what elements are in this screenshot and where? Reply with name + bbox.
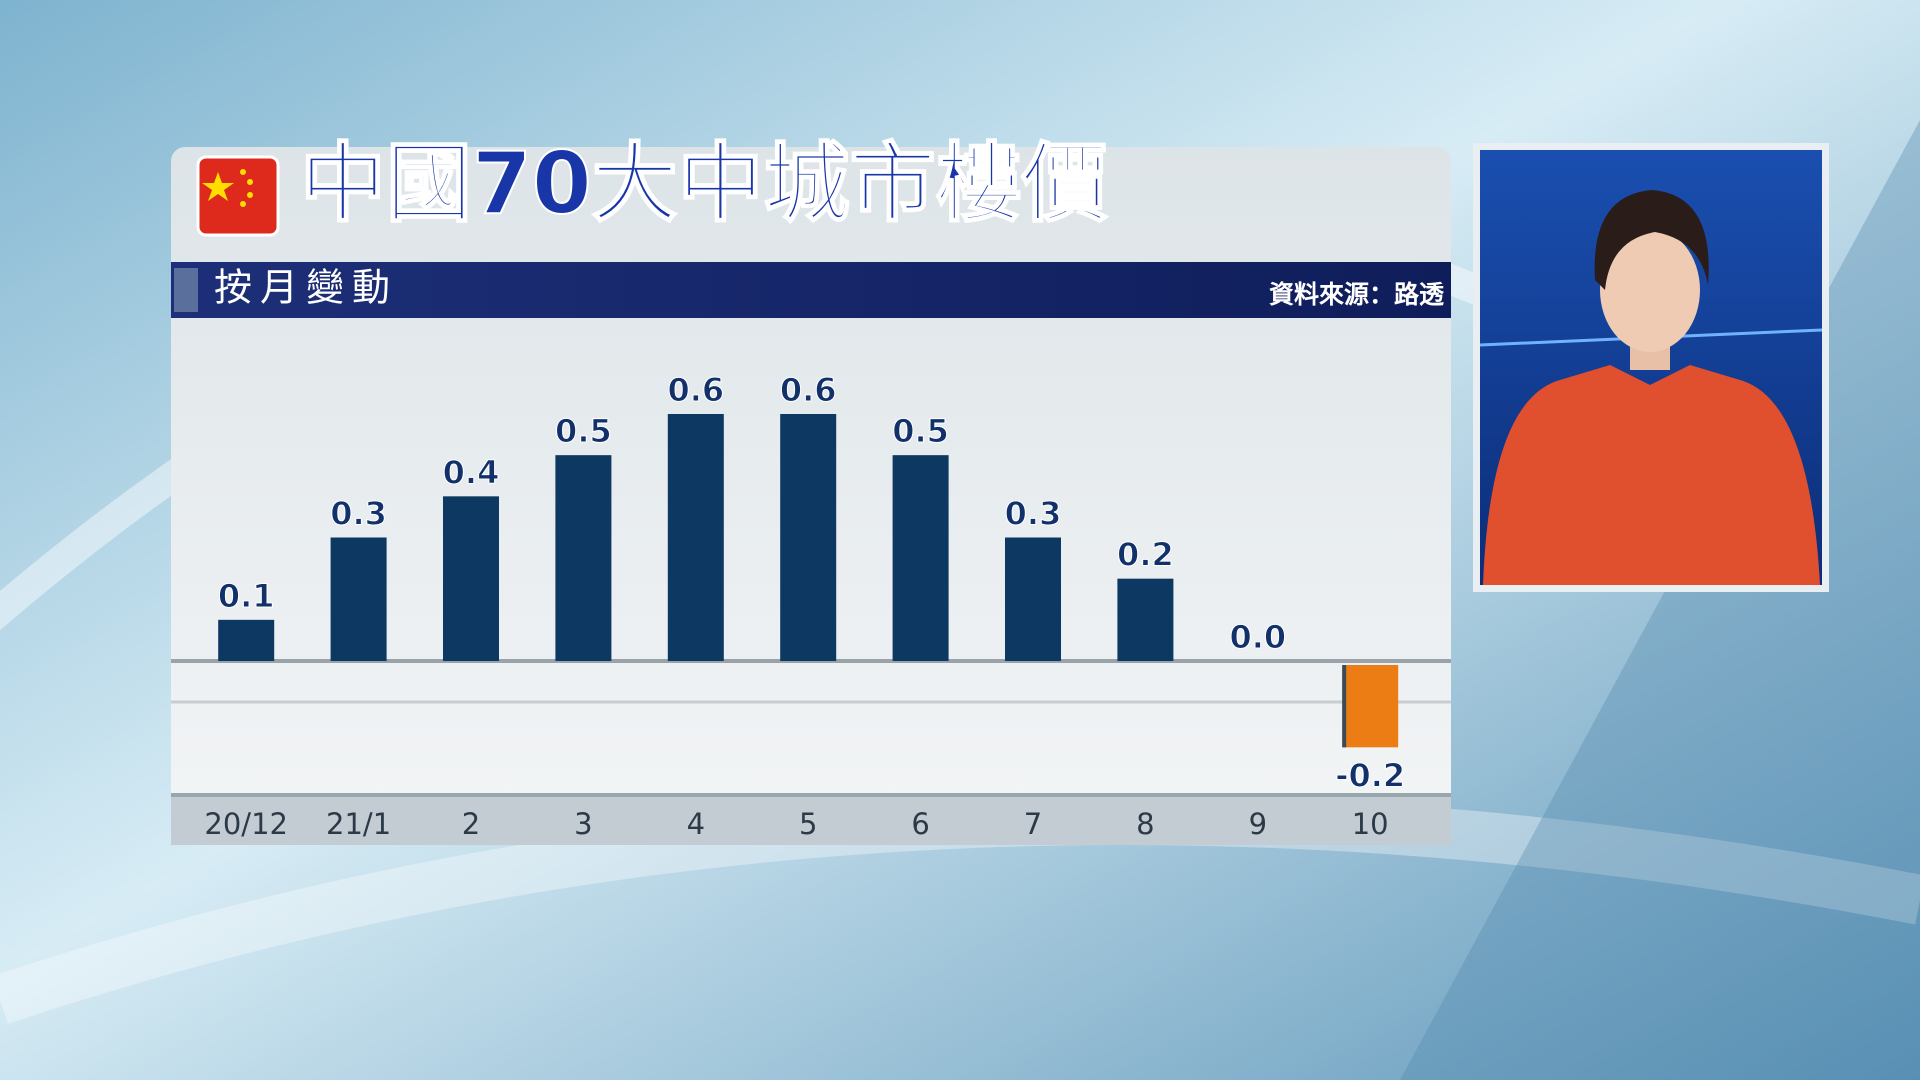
bar bbox=[218, 619, 275, 661]
anchor-body bbox=[1483, 365, 1820, 585]
x-tick-label: 9 bbox=[1249, 807, 1267, 841]
x-tick-label: 4 bbox=[687, 807, 705, 841]
x-tick-label: 3 bbox=[574, 807, 592, 841]
value-label: 0.2 bbox=[1117, 536, 1174, 574]
bar bbox=[443, 496, 499, 661]
value-label: 0.5 bbox=[555, 412, 612, 450]
chart-title: 中國70大中城市樓價 bbox=[300, 134, 1108, 234]
flag-star bbox=[247, 179, 253, 185]
bar bbox=[1117, 578, 1174, 661]
anchor-face bbox=[1600, 228, 1700, 352]
value-label: -0.2 bbox=[1335, 756, 1405, 794]
bar-edge bbox=[1342, 665, 1347, 748]
bar bbox=[330, 537, 387, 661]
value-label: 0.6 bbox=[667, 371, 724, 409]
subtitle-strip bbox=[171, 262, 1451, 318]
flag-star bbox=[247, 192, 253, 198]
value-label: 0.3 bbox=[330, 495, 387, 533]
x-tick-label: 21/1 bbox=[326, 807, 391, 841]
value-label: 0.1 bbox=[218, 577, 275, 615]
x-tick-label: 7 bbox=[1024, 807, 1042, 841]
x-tick-label: 5 bbox=[799, 807, 817, 841]
x-tick-label: 8 bbox=[1136, 807, 1154, 841]
flag-star bbox=[202, 172, 234, 201]
value-label: 0.5 bbox=[892, 412, 949, 450]
value-label: 0.0 bbox=[1229, 618, 1286, 656]
chart-subtitle: 按月變動 bbox=[214, 266, 398, 310]
anchor-hair bbox=[1594, 190, 1709, 290]
x-tick-label: 2 bbox=[462, 807, 480, 841]
source: 資料來源：路透 bbox=[1269, 280, 1445, 309]
bar bbox=[892, 455, 949, 661]
bar bbox=[1005, 537, 1061, 661]
value-label: 0.6 bbox=[780, 371, 837, 409]
flag-star bbox=[240, 169, 246, 175]
axis-strip-edge bbox=[171, 793, 1451, 797]
value-label: 0.3 bbox=[1005, 495, 1062, 533]
bar bbox=[1342, 665, 1399, 748]
flag-star bbox=[240, 201, 246, 207]
bar bbox=[667, 414, 724, 661]
strip-marker bbox=[174, 268, 198, 312]
value-label: 0.4 bbox=[443, 453, 500, 491]
x-tick-label: 10 bbox=[1352, 807, 1389, 841]
bar bbox=[780, 414, 837, 661]
x-tick-label: 20/12 bbox=[204, 807, 288, 841]
bar bbox=[555, 455, 612, 661]
x-tick-label: 6 bbox=[911, 807, 929, 841]
axis-strip bbox=[171, 797, 1451, 845]
